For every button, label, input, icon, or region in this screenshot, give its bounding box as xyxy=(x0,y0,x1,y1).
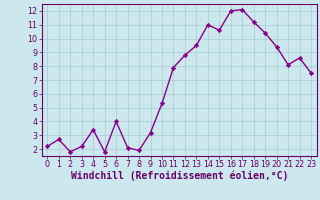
X-axis label: Windchill (Refroidissement éolien,°C): Windchill (Refroidissement éolien,°C) xyxy=(70,171,288,181)
